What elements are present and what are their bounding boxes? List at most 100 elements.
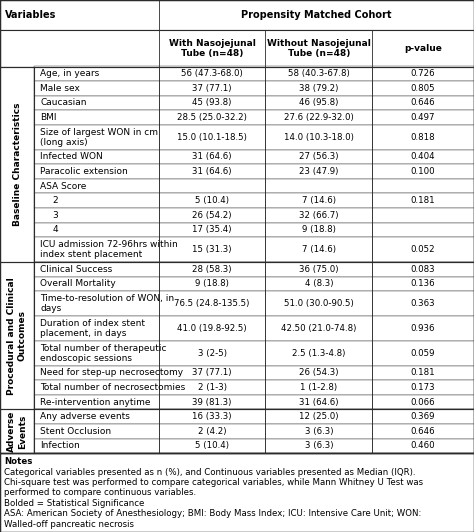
Text: ASA Score: ASA Score: [40, 181, 86, 190]
Text: Propensity Matched Cohort: Propensity Matched Cohort: [241, 10, 392, 20]
Text: 16 (33.3): 16 (33.3): [192, 412, 232, 421]
Text: 0.646: 0.646: [411, 427, 435, 436]
Text: Size of largest WON in cm
(long axis): Size of largest WON in cm (long axis): [40, 128, 158, 147]
Bar: [34, 380, 474, 395]
Bar: [0, 453, 474, 532]
Text: 9 (18.8): 9 (18.8): [195, 279, 229, 288]
Text: 31 (64.6): 31 (64.6): [192, 167, 232, 176]
Text: 4 (8.3): 4 (8.3): [304, 279, 333, 288]
Text: Male sex: Male sex: [40, 84, 80, 93]
Text: 2 (4.2): 2 (4.2): [198, 427, 227, 436]
Text: Paracolic extension: Paracolic extension: [40, 167, 128, 176]
Text: 37 (77.1): 37 (77.1): [192, 369, 232, 378]
Text: 3: 3: [52, 211, 58, 220]
Text: 45 (93.8): 45 (93.8): [192, 98, 232, 107]
Text: 36 (75.0): 36 (75.0): [299, 265, 338, 274]
Bar: [34, 316, 474, 341]
Text: Procedural and Clinical
Outcomes: Procedural and Clinical Outcomes: [8, 277, 27, 395]
Bar: [34, 439, 474, 453]
Text: 28.5 (25.0-32.2): 28.5 (25.0-32.2): [177, 113, 247, 122]
Text: 0.460: 0.460: [411, 442, 435, 451]
Text: 1 (1-2.8): 1 (1-2.8): [300, 383, 337, 392]
Bar: [0, 66, 34, 262]
Text: 3 (6.3): 3 (6.3): [304, 427, 333, 436]
Text: 3 (2-5): 3 (2-5): [198, 349, 227, 358]
Bar: [34, 223, 474, 237]
Text: Categorical variables presented as n (%), and Continuous variables presented as : Categorical variables presented as n (%)…: [4, 468, 416, 477]
Text: Total number of therapeutic
endoscopic sessions: Total number of therapeutic endoscopic s…: [40, 344, 167, 363]
Text: 2.5 (1.3-4.8): 2.5 (1.3-4.8): [292, 349, 346, 358]
Text: 0.181: 0.181: [411, 369, 435, 378]
Text: 31 (64.6): 31 (64.6): [192, 153, 232, 162]
Text: 31 (64.6): 31 (64.6): [299, 398, 338, 406]
Text: ICU admission 72-96hrs within
index stent placement: ICU admission 72-96hrs within index sten…: [40, 240, 178, 260]
Text: 23 (47.9): 23 (47.9): [299, 167, 338, 176]
Text: 76.5 (24.8-135.5): 76.5 (24.8-135.5): [174, 299, 250, 308]
Text: 4: 4: [52, 226, 58, 235]
Text: Notes: Notes: [4, 458, 32, 466]
Text: 7 (14.6): 7 (14.6): [302, 245, 336, 254]
Text: 0.404: 0.404: [411, 153, 435, 162]
Text: Without Nasojejunal
Tube (n=48): Without Nasojejunal Tube (n=48): [267, 38, 371, 59]
Text: Clinical Success: Clinical Success: [40, 265, 112, 274]
Text: Caucasian: Caucasian: [40, 98, 87, 107]
Bar: [34, 194, 474, 208]
Text: 17 (35.4): 17 (35.4): [192, 226, 232, 235]
Text: 27 (56.3): 27 (56.3): [299, 153, 338, 162]
Text: Overall Mortality: Overall Mortality: [40, 279, 116, 288]
Text: 14.0 (10.3-18.0): 14.0 (10.3-18.0): [284, 133, 354, 142]
Text: Baseline Characteristics: Baseline Characteristics: [13, 103, 21, 226]
Text: 26 (54.2): 26 (54.2): [192, 211, 232, 220]
Text: BMI: BMI: [40, 113, 56, 122]
Bar: [34, 208, 474, 223]
Text: 0.083: 0.083: [411, 265, 435, 274]
Text: 0.066: 0.066: [411, 398, 435, 406]
Text: With Nasojejunal
Tube (n=48): With Nasojejunal Tube (n=48): [169, 38, 255, 59]
Bar: [34, 237, 474, 262]
Text: 0.818: 0.818: [411, 133, 435, 142]
Bar: [0, 262, 34, 410]
Text: 0.369: 0.369: [411, 412, 435, 421]
Text: 0.646: 0.646: [411, 98, 435, 107]
Text: Chi-square test was performed to compare categorical variables, while Mann Whitn: Chi-square test was performed to compare…: [4, 478, 423, 487]
Text: 5 (10.4): 5 (10.4): [195, 442, 229, 451]
Text: Re-intervention anytime: Re-intervention anytime: [40, 398, 151, 406]
Text: Infected WON: Infected WON: [40, 153, 103, 162]
Text: 0.936: 0.936: [411, 324, 435, 333]
Bar: [34, 277, 474, 291]
Text: Stent Occlusion: Stent Occlusion: [40, 427, 111, 436]
Text: 0.181: 0.181: [411, 196, 435, 205]
Text: 26 (54.3): 26 (54.3): [299, 369, 338, 378]
Text: p-value: p-value: [404, 44, 442, 53]
Text: 37 (77.1): 37 (77.1): [192, 84, 232, 93]
Text: 12 (25.0): 12 (25.0): [299, 412, 338, 421]
Text: 0.363: 0.363: [411, 299, 435, 308]
Text: Total number of necrosectomies: Total number of necrosectomies: [40, 383, 185, 392]
Bar: [34, 164, 474, 179]
Text: 0.052: 0.052: [411, 245, 435, 254]
Text: 9 (18.8): 9 (18.8): [302, 226, 336, 235]
Text: Need for step-up necrosectomy: Need for step-up necrosectomy: [40, 369, 183, 378]
Bar: [34, 291, 474, 316]
Text: 38 (79.2): 38 (79.2): [299, 84, 338, 93]
Text: Any adverse events: Any adverse events: [40, 412, 130, 421]
Bar: [34, 410, 474, 424]
Text: Duration of index stent
placement, in days: Duration of index stent placement, in da…: [40, 319, 145, 338]
Text: 46 (95.8): 46 (95.8): [299, 98, 338, 107]
Text: 41.0 (19.8-92.5): 41.0 (19.8-92.5): [177, 324, 247, 333]
Bar: [34, 66, 474, 81]
Bar: [0, 453, 474, 532]
Text: 0.136: 0.136: [411, 279, 435, 288]
Text: 2 (1-3): 2 (1-3): [198, 383, 227, 392]
Bar: [34, 81, 474, 96]
Text: 0.497: 0.497: [411, 113, 435, 122]
Text: 0.805: 0.805: [411, 84, 435, 93]
Bar: [34, 149, 474, 164]
Text: Time-to-resolution of WON, in
days: Time-to-resolution of WON, in days: [40, 294, 174, 313]
Text: 27.6 (22.9-32.0): 27.6 (22.9-32.0): [284, 113, 354, 122]
Text: 15.0 (10.1-18.5): 15.0 (10.1-18.5): [177, 133, 247, 142]
Text: 5 (10.4): 5 (10.4): [195, 196, 229, 205]
Text: 56 (47.3-68.0): 56 (47.3-68.0): [181, 69, 243, 78]
Text: Age, in years: Age, in years: [40, 69, 100, 78]
Text: 0.726: 0.726: [411, 69, 435, 78]
